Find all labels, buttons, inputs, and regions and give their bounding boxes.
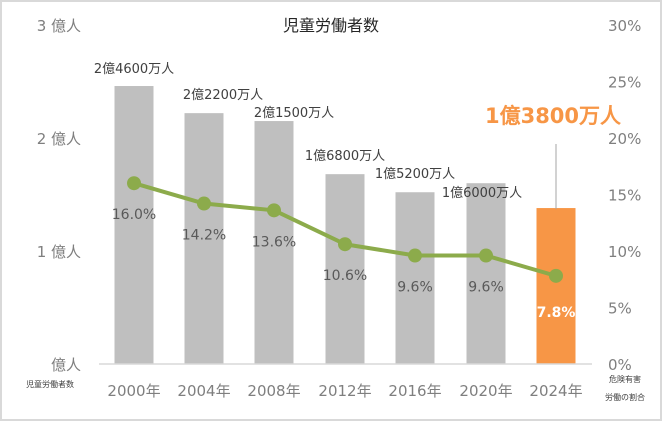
data-point-marker (197, 196, 211, 211)
right-tick-label: 10% (608, 243, 641, 261)
data-point-marker (127, 176, 141, 191)
left-axis: 億人 1 億人 2 億人 3 億人 (37, 17, 81, 374)
bar-2000年 (114, 86, 154, 365)
line-value-label: 9.6% (468, 280, 504, 296)
left-axis-title: 児童労働者数 (26, 379, 74, 389)
bar-value-label: 2億1500万人 (254, 105, 334, 121)
bar-2008年 (254, 121, 294, 364)
left-tick-label: 3 億人 (37, 17, 81, 35)
data-point-marker (549, 268, 563, 283)
data-point-marker (338, 237, 352, 252)
right-tick-label: 5% (608, 300, 632, 318)
line-value-label: 10.6% (323, 268, 367, 284)
bar-2012年 (325, 174, 365, 364)
x-tick-label: 2004年 (177, 382, 230, 400)
bar-value-labels: 2億4600万人 2億2200万人 2億1500万人 1億6800万人 1億5200万人… (94, 61, 522, 201)
x-tick-label: 2008年 (247, 382, 300, 400)
right-axis: 0% 5% 10% 15% 20% 25% 30% (608, 17, 641, 374)
line-value-label: 13.6% (252, 234, 296, 250)
line-value-label: 14.2% (182, 228, 226, 244)
bar-2024年 (536, 208, 576, 364)
left-tick-label: 2 億人 (37, 130, 81, 148)
data-point-marker (408, 248, 422, 263)
line-value-label: 16.0% (112, 207, 156, 223)
left-tick-label: 億人 (51, 356, 81, 374)
bar-value-label: 1億6800万人 (305, 148, 385, 164)
bar-value-label: 2億4600万人 (94, 61, 174, 77)
x-tick-label: 2000年 (107, 382, 160, 400)
line-series (127, 176, 563, 283)
line-value-label: 7.8% (537, 305, 576, 321)
right-tick-label: 25% (608, 74, 641, 92)
data-point-marker (479, 248, 493, 263)
x-tick-label: 2020年 (459, 382, 512, 400)
x-tick-label: 2024年 (529, 382, 582, 400)
bar-value-label: 2億2200万人 (183, 87, 263, 103)
right-axis-title-line1: 危険有害 (609, 374, 641, 384)
right-tick-label: 15% (608, 187, 641, 205)
highlight-annotation: 1億3800万人 (485, 104, 621, 128)
bar-2016年 (395, 192, 435, 364)
bar-series (114, 86, 576, 365)
bar-2004年 (184, 113, 224, 364)
line-value-labels: 16.0% 14.2% 13.6% 10.6% 9.6% 9.6% 7.8% (112, 207, 576, 321)
bar-2020年 (466, 183, 506, 364)
right-tick-label: 20% (608, 130, 641, 148)
right-axis-title-line2: 労働の割合 (605, 392, 645, 402)
x-axis-labels: 2000年 2004年 2008年 2012年 2016年 2020年 2024年 (107, 382, 582, 400)
x-tick-label: 2012年 (318, 382, 371, 400)
bar-value-label: 1億5200万人 (375, 166, 455, 182)
data-point-marker (267, 203, 281, 218)
line-value-label: 9.6% (397, 280, 433, 296)
left-tick-label: 1 億人 (37, 243, 81, 261)
bar-value-label: 1億6000万人 (442, 185, 522, 201)
right-tick-label: 0% (608, 356, 632, 374)
right-tick-label: 30% (608, 17, 641, 35)
x-tick-label: 2016年 (388, 382, 441, 400)
chart-title: 児童労働者数 (283, 16, 379, 35)
